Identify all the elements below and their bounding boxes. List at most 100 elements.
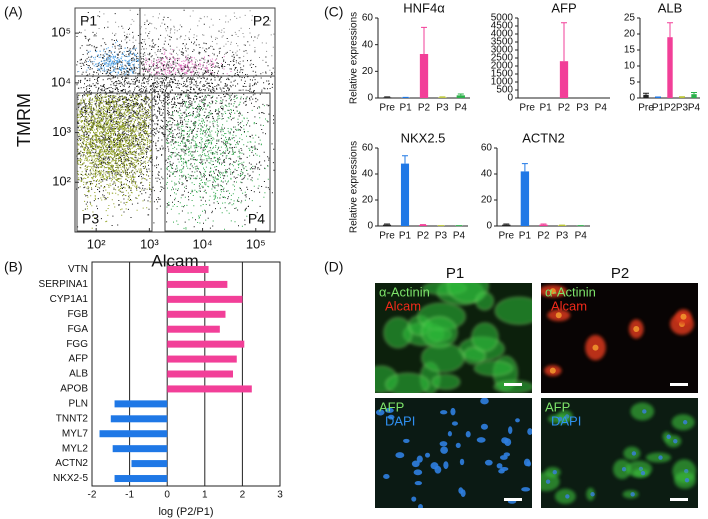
panel-label: (A) [4, 4, 23, 20]
event-texture [143, 49, 232, 76]
x-tick-label: P2 [417, 231, 430, 242]
gate [76, 92, 153, 232]
bar [691, 94, 697, 98]
y-tick-label: 10⁴ [51, 74, 71, 89]
bar [167, 295, 243, 303]
nucleus [621, 466, 627, 472]
nucleus [527, 428, 532, 435]
event-texture [78, 40, 140, 76]
event-texture [83, 25, 274, 134]
y-tick-label: SERPINA1 [39, 279, 89, 290]
error-bar [421, 26, 427, 54]
x-tick-label: P1 [399, 231, 412, 242]
chart-title: ACTN2 [522, 130, 565, 145]
x-tick-label: P2 [664, 103, 677, 114]
bar [643, 94, 649, 98]
cell-core [633, 326, 640, 333]
bar [167, 265, 209, 273]
y-tick-label: 0 [507, 93, 513, 104]
nucleus [450, 407, 456, 416]
cell [475, 291, 495, 311]
y-tick-label: 10³ [52, 124, 71, 139]
channel-label: AFP [379, 399, 404, 414]
nucleus [440, 446, 448, 454]
nucleus [414, 481, 422, 486]
channel-label: α-Actinin [545, 284, 596, 299]
x-tick-label: 10² [87, 236, 106, 251]
nucleus [411, 460, 420, 468]
error-bar [561, 22, 567, 62]
y-tick-label: 500 [496, 85, 513, 96]
y-tick-label: 4000 [491, 29, 514, 40]
channel-label: AFP [545, 399, 570, 414]
nucleus [682, 420, 688, 425]
channel-label: Alcam [385, 298, 421, 313]
nucleus [458, 487, 464, 494]
event-texture [76, 9, 228, 228]
nucleus [484, 459, 493, 466]
cell [431, 373, 461, 390]
bar [539, 224, 548, 226]
bar [557, 225, 567, 226]
y-tick-label: 2500 [491, 53, 514, 64]
nucleus [480, 423, 488, 430]
error-bar [691, 92, 697, 95]
nucleus [545, 479, 551, 484]
cell [385, 372, 431, 393]
bar [655, 97, 661, 98]
nucleus [640, 470, 646, 476]
scale-bar [504, 383, 522, 386]
bar [667, 37, 673, 98]
x-tick-label: Pre [519, 103, 535, 114]
bar [559, 61, 569, 98]
y-tick-label: 60 [362, 143, 374, 154]
bar [419, 54, 429, 98]
y-tick-label: PLN [69, 399, 88, 410]
y-tick-label: 25 [624, 13, 636, 24]
bar [520, 171, 530, 226]
nucleus [521, 487, 531, 492]
channel-label: α-Actinin [379, 284, 430, 299]
nucleus [508, 426, 513, 434]
scale-bar [670, 498, 688, 501]
nucleus [418, 504, 423, 508]
y-tick-label: MYL2 [62, 443, 89, 454]
nucleus [425, 452, 431, 458]
x-tick-label: 2 [240, 490, 246, 501]
bar [456, 95, 465, 98]
nucleus [375, 409, 385, 416]
y-tick-label: 5000 [491, 13, 514, 24]
gate [139, 7, 276, 77]
chart-title: NKX2.5 [401, 130, 446, 145]
cell [420, 316, 458, 349]
x-tick-label: P4 [455, 103, 468, 114]
nucleus [465, 431, 471, 438]
event-texture [166, 94, 269, 232]
y-tick-label: NKX2-5 [53, 473, 88, 484]
y-tick-label: ACTN2 [55, 458, 88, 469]
cell-core [549, 288, 556, 295]
y-tick-label: 3500 [491, 37, 514, 48]
nucleus [684, 477, 690, 483]
nucleus [631, 451, 637, 456]
bar [438, 97, 447, 98]
y-tick-label: APOB [60, 384, 88, 395]
image-background [541, 283, 698, 393]
nucleus [630, 492, 635, 497]
y-tick-label: AFP [69, 354, 89, 365]
panel-label: (B) [4, 259, 23, 275]
y-tick-label: FGG [66, 339, 88, 350]
column-title: P2 [611, 265, 629, 282]
y-tick-label: 3000 [491, 45, 514, 56]
micrograph [541, 398, 698, 508]
bar [167, 340, 245, 348]
nucleus [480, 398, 489, 405]
x-tick-label: 0 [164, 490, 170, 501]
panel-label: (C) [324, 4, 343, 20]
y-axis-label: Relative expressions [349, 12, 360, 104]
cell [493, 380, 532, 393]
x-tick-label: P2 [418, 103, 431, 114]
x-axis-label: Alcam [151, 251, 198, 270]
x-tick-label: 10⁵ [246, 236, 266, 251]
